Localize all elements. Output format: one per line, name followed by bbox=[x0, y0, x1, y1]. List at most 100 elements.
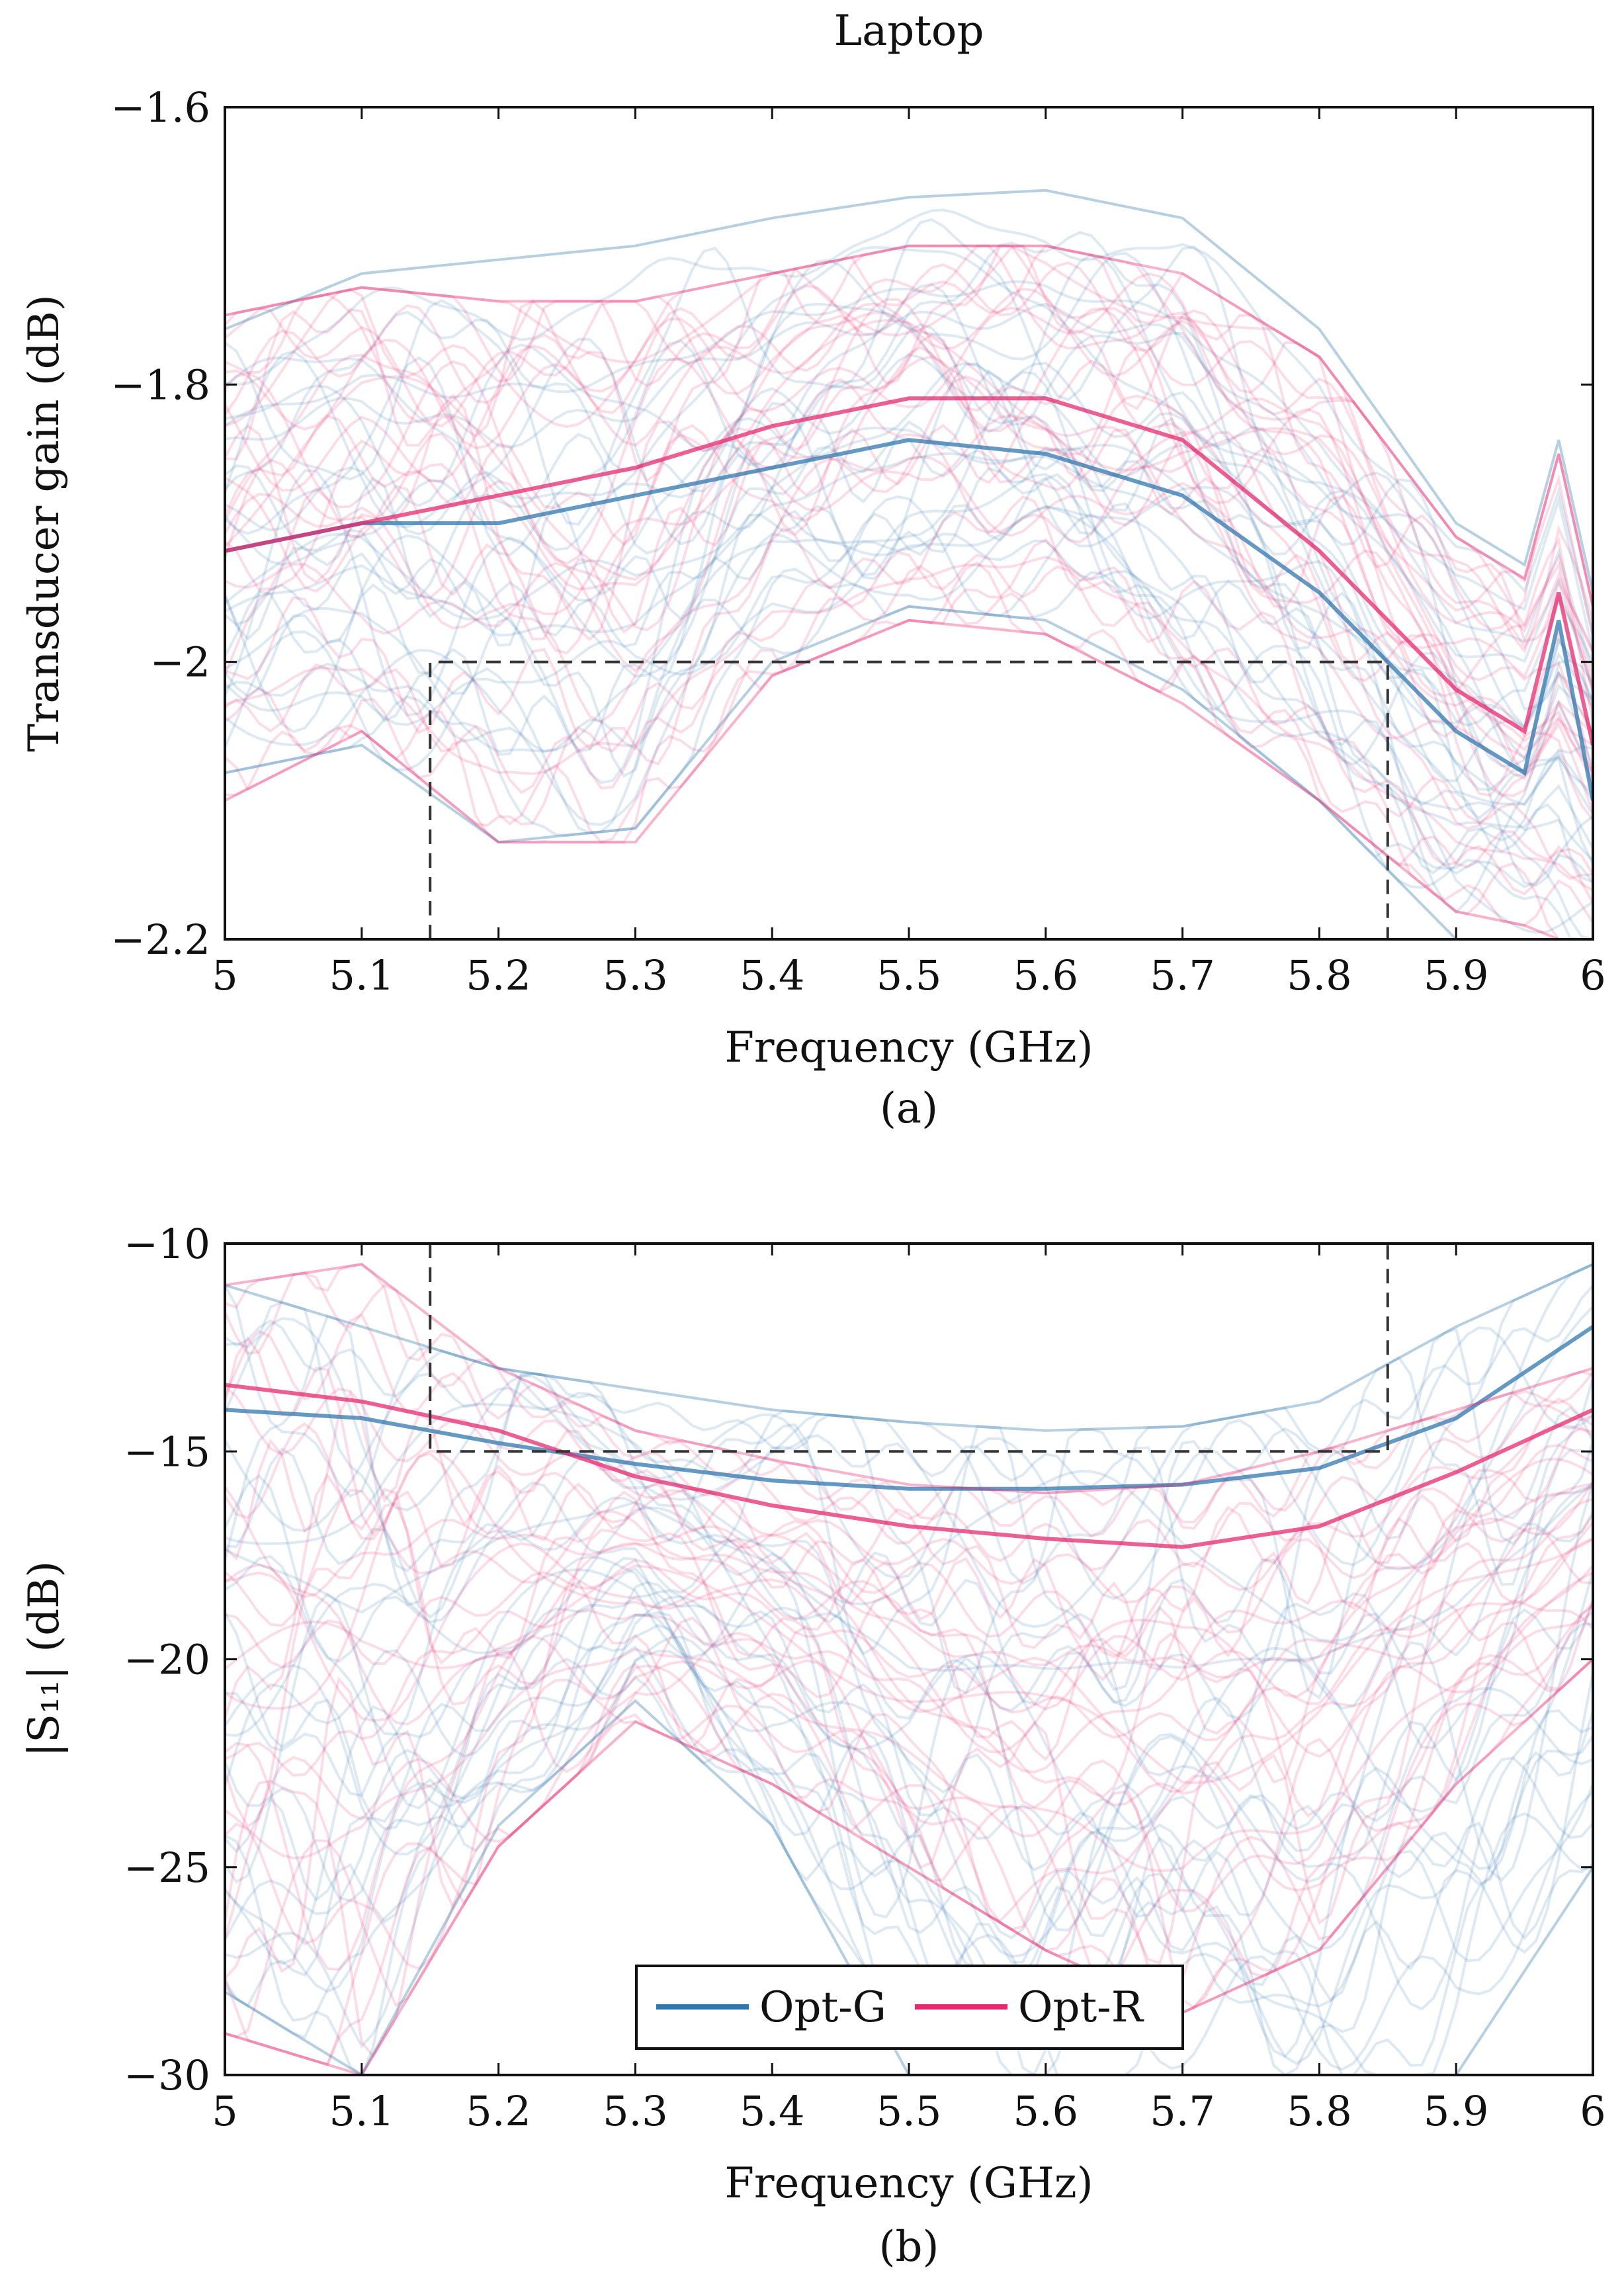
series-opt-r-sample-20 bbox=[225, 564, 1593, 927]
series-opt-g-sample-1 bbox=[225, 476, 1593, 884]
series-opt-g-sample-24 bbox=[225, 1449, 1593, 1794]
series-opt-g-sample-24 bbox=[225, 495, 1593, 939]
x-tick-label: 5.9 bbox=[1424, 951, 1489, 999]
y-axis-label-a: Transducer gain (dB) bbox=[20, 294, 69, 751]
series-opt-g-sample-13 bbox=[225, 1570, 1593, 2012]
series-opt-g-sample-2 bbox=[225, 302, 1593, 689]
curves-a bbox=[225, 189, 1593, 939]
series-opt-r-sample-26 bbox=[225, 538, 1593, 876]
series-opt-r-envelope-lower bbox=[225, 618, 1593, 939]
x-tick-label: 5.3 bbox=[603, 2087, 668, 2135]
series-opt-r-sample-25 bbox=[225, 495, 1593, 880]
ticks-a: 5 5.1 5.2 5.3 5.4 5.5 5.6 5.7 5.8 5.9 6 −2.2 −2 −1.8 −… bbox=[110, 83, 1605, 999]
series-opt-r-sample-11 bbox=[225, 287, 1593, 693]
y-tick-label: −10 bbox=[124, 1220, 210, 1268]
y-tick-label: −15 bbox=[124, 1427, 210, 1476]
x-tick-label: 5.4 bbox=[740, 2087, 805, 2135]
ticks-b: 5 5.1 5.2 5.3 5.4 5.5 5.6 5.7 5.8 5.9 6 −30 −25 −20 −1… bbox=[124, 1220, 1606, 2135]
series-opt-r-sample-19 bbox=[225, 244, 1593, 653]
series-opt-r-sample-9 bbox=[225, 455, 1593, 813]
legend-label-opt-r: Opt-R bbox=[1018, 1983, 1144, 2032]
series-opt-g-sample-12 bbox=[225, 231, 1593, 727]
series-opt-r-sample-24 bbox=[225, 414, 1593, 783]
series-opt-g-sample-5 bbox=[225, 362, 1593, 887]
x-axis-label-b: Frequency (GHz) bbox=[724, 2159, 1093, 2208]
legend: Opt-G Opt-R bbox=[635, 1965, 1184, 2050]
series-opt-g-sample-7 bbox=[225, 1300, 1593, 1695]
series-opt-g-envelope-lower bbox=[225, 605, 1593, 939]
series-opt-r-envelope-upper bbox=[225, 244, 1593, 607]
series-opt-g-sample-4 bbox=[225, 1263, 1593, 1629]
series-opt-g-sample-9 bbox=[225, 1482, 1593, 1931]
series-opt-g-sample-8 bbox=[225, 1306, 1593, 1643]
series-opt-g-sample-17 bbox=[225, 353, 1593, 761]
plot-area-b bbox=[225, 1244, 1593, 2075]
series-opt-r-sample-3 bbox=[225, 1658, 1593, 2066]
series-opt-r-sample-23 bbox=[225, 244, 1593, 692]
x-tick-label: 5.5 bbox=[876, 951, 942, 999]
series-opt-r-sample-15 bbox=[225, 1486, 1593, 1774]
series-opt-g-sample-19 bbox=[225, 369, 1593, 820]
series-opt-r-sample-13 bbox=[225, 261, 1593, 654]
series-opt-r-sample-8 bbox=[225, 244, 1593, 612]
series-opt-g-sample-21 bbox=[225, 361, 1593, 769]
series-opt-r-sample-5 bbox=[225, 1482, 1593, 1793]
series-opt-g-sample-25 bbox=[225, 505, 1593, 849]
series-opt-g-sample-8 bbox=[225, 426, 1593, 806]
series-opt-r-mean bbox=[225, 396, 1593, 746]
y-tick-label: −1.8 bbox=[110, 360, 210, 409]
series-opt-g-sample-20 bbox=[225, 1314, 1593, 1700]
series-opt-g-sample-17 bbox=[225, 1484, 1593, 1842]
series-opt-r-sample-19 bbox=[225, 1571, 1593, 1873]
x-tick-label: 5 bbox=[212, 951, 237, 999]
series-opt-r-sample-4 bbox=[225, 1481, 1593, 1711]
y-tick-label: −25 bbox=[124, 1843, 210, 1892]
series-opt-g-sample-9 bbox=[225, 568, 1593, 939]
x-tick-label: 5.2 bbox=[466, 2087, 531, 2135]
series-opt-r-sample-10 bbox=[225, 1605, 1593, 2014]
series-opt-r-sample-15 bbox=[225, 355, 1593, 798]
series-opt-g-sample-23 bbox=[225, 251, 1593, 729]
series-opt-g-sample-6 bbox=[225, 280, 1593, 673]
figure-title: Laptop bbox=[834, 7, 984, 56]
caption-a: (a) bbox=[880, 1084, 938, 1133]
x-tick-label: 5.7 bbox=[1150, 951, 1215, 999]
series-opt-r-sample-22 bbox=[225, 561, 1593, 939]
x-tick-label: 5.1 bbox=[329, 2087, 394, 2135]
series-opt-r-sample-11 bbox=[225, 1390, 1593, 1672]
y-tick-label: −30 bbox=[124, 2051, 210, 2099]
legend-label-opt-g: Opt-G bbox=[759, 1983, 886, 2032]
series-opt-r-sample-2 bbox=[225, 1313, 1593, 1572]
series-opt-r-sample-17 bbox=[225, 1537, 1593, 1806]
x-tick-label: 5.7 bbox=[1150, 2087, 1215, 2135]
curves-b bbox=[225, 1263, 1593, 2075]
series-opt-r-sample-9 bbox=[225, 1472, 1593, 1784]
x-tick-label: 5.1 bbox=[329, 951, 394, 999]
series-opt-g-sample-22 bbox=[225, 1611, 1593, 2075]
series-opt-g-sample-15 bbox=[225, 1658, 1593, 2075]
series-opt-g-sample-3 bbox=[225, 1481, 1593, 1672]
x-tick-label: 5 bbox=[212, 2087, 237, 2135]
series-opt-r-sample-25 bbox=[225, 1271, 1593, 1538]
series-opt-g-sample-16 bbox=[225, 1589, 1593, 1940]
y-tick-label: −20 bbox=[124, 1636, 210, 1684]
series-opt-r-sample-6 bbox=[225, 272, 1593, 679]
series-opt-g-sample-11 bbox=[225, 473, 1593, 862]
series-opt-g-sample-18 bbox=[225, 1496, 1593, 1720]
series-opt-r-sample-1 bbox=[225, 1486, 1593, 1679]
series-opt-g-sample-21 bbox=[225, 1317, 1593, 1600]
series-opt-r-sample-2 bbox=[225, 556, 1593, 892]
series-opt-r-sample-3 bbox=[225, 413, 1593, 777]
series-opt-g-sample-6 bbox=[225, 1581, 1593, 1918]
series-opt-g-sample-4 bbox=[225, 245, 1593, 652]
caption-b: (b) bbox=[879, 2223, 939, 2271]
x-tick-label: 6 bbox=[1580, 951, 1605, 999]
series-opt-r-sample-20 bbox=[225, 1449, 1593, 1758]
x-tick-label: 6 bbox=[1580, 2087, 1605, 2135]
series-opt-g-sample-19 bbox=[225, 1567, 1593, 1841]
series-opt-g-envelope-lower bbox=[225, 1699, 1593, 2075]
series-opt-r-sample-16 bbox=[225, 1537, 1593, 1785]
series-opt-g-sample-1 bbox=[225, 1556, 1593, 2058]
series-opt-r-sample-22 bbox=[225, 1565, 1593, 1939]
series-opt-g-sample-5 bbox=[225, 1285, 1593, 1488]
